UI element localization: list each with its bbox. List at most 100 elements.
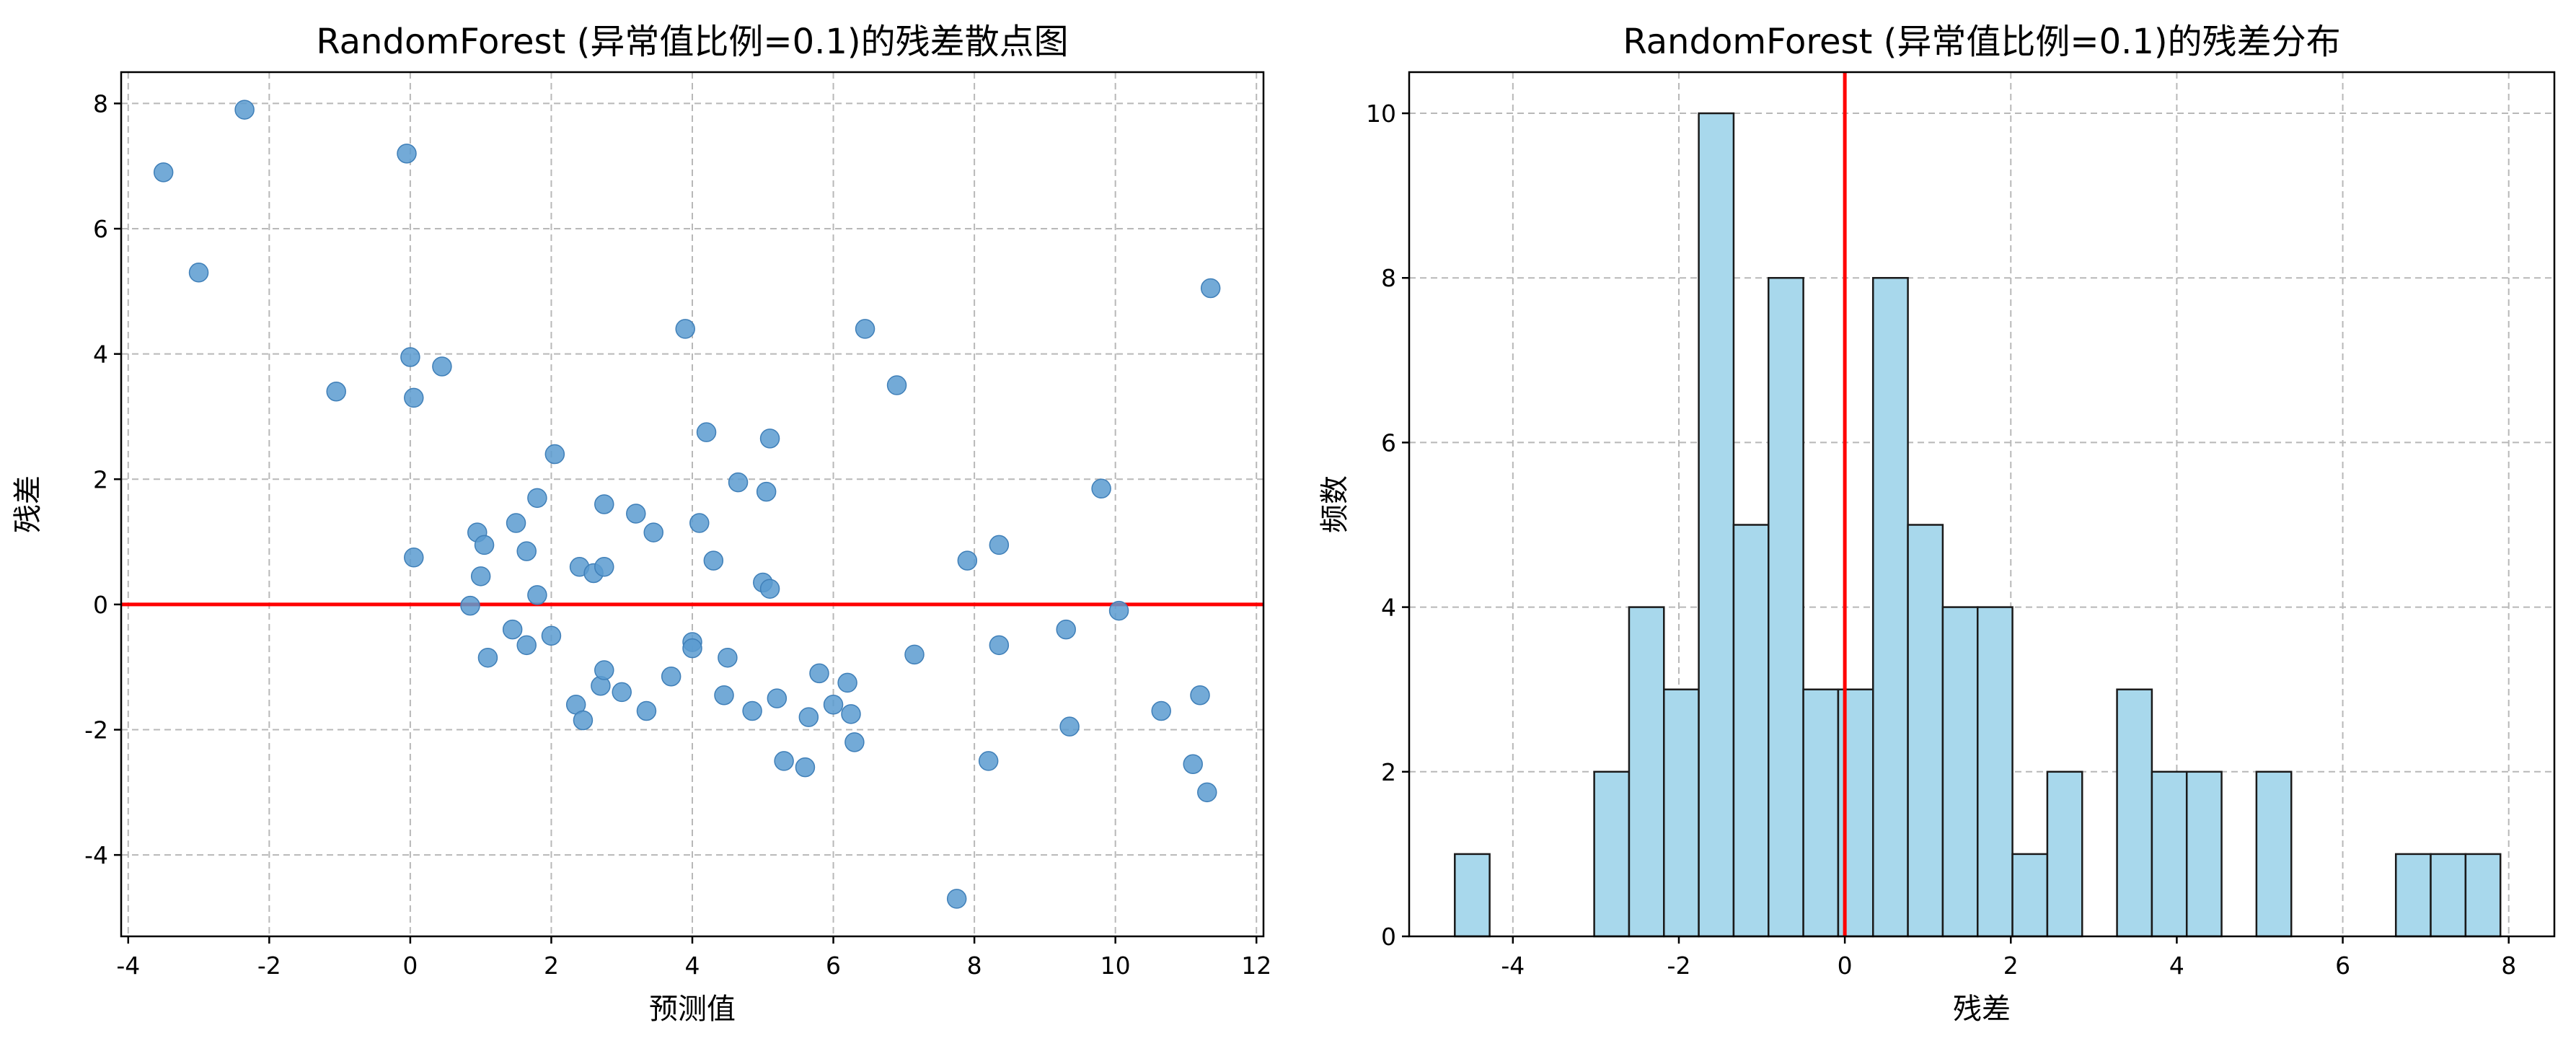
histogram-bar: [2011, 853, 2049, 938]
scatter-point: [1108, 600, 1129, 621]
histogram-x-axis-label: 残差: [1953, 993, 2011, 1026]
histogram-bar: [2116, 688, 2153, 938]
histogram-bar: [2430, 853, 2467, 938]
scatter-point: [978, 751, 999, 771]
scatter-point: [502, 619, 523, 640]
scatter-point: [516, 541, 537, 561]
scatter-point: [904, 644, 925, 665]
scatter-point: [541, 625, 562, 646]
scatter-point: [643, 522, 663, 542]
scatter-point: [957, 550, 978, 571]
y-tick-label: 8: [1381, 264, 1396, 292]
scatter-point: [594, 557, 614, 577]
histogram-panel: -4 -2 0 2 4 6 8 0 2 4 6 8 10 RandomForest (异常值比例=0.1…: [1318, 22, 2556, 1026]
scatter-point: [397, 144, 417, 164]
scatter-point: [795, 757, 816, 778]
x-tick-label: 2: [544, 952, 559, 980]
scatter-point: [989, 635, 1010, 656]
scatter-ticks: -4 -2 0 2 4 6 8 10 12 -4 -2 0 2 4 6 8: [84, 89, 1271, 980]
scatter-point: [1183, 754, 1203, 775]
scatter-axes-frame: [120, 71, 1265, 938]
scatter-point: [594, 494, 614, 514]
scatter-point: [703, 550, 724, 571]
histogram-bar: [2464, 853, 2502, 938]
scatter-point: [612, 682, 632, 703]
histogram-bar: [2046, 770, 2083, 938]
scatter-point: [989, 535, 1010, 555]
scatter-point: [326, 381, 346, 402]
histogram-bar: [2151, 770, 2188, 938]
histogram-bar: [1628, 606, 1665, 938]
scatter-point: [573, 710, 594, 731]
scatter-point: [682, 638, 702, 659]
scatter-point: [696, 422, 717, 442]
scatter-point: [1091, 478, 1111, 499]
scatter-point: [477, 647, 498, 668]
x-tick-label: 8: [2501, 952, 2516, 980]
scatter-x-axis-label: 预测值: [649, 993, 736, 1026]
y-tick-label: 8: [93, 89, 108, 118]
scatter-point: [432, 356, 452, 377]
scatter-points: [153, 100, 1221, 909]
x-tick-label: 0: [1838, 952, 1853, 980]
scatter-point: [759, 429, 780, 449]
scatter-point: [809, 663, 829, 684]
y-tick-label: 10: [1366, 100, 1396, 128]
histogram-bar: [1941, 606, 1979, 938]
scatter-point: [470, 566, 491, 586]
scatter-point: [886, 375, 907, 395]
scatter-point: [841, 704, 861, 724]
scatter-point: [188, 263, 209, 283]
scatter-point: [1190, 685, 1210, 706]
histogram-bar: [1663, 688, 1700, 938]
scatter-point: [844, 732, 865, 752]
y-tick-label: 0: [1381, 923, 1396, 951]
x-tick-label: 4: [2169, 952, 2184, 980]
scatter-point: [544, 444, 565, 465]
scatter-point: [756, 481, 777, 502]
histogram-axes-frame: [1408, 71, 2556, 938]
x-tick-label: 8: [967, 952, 982, 980]
scatter-point: [759, 579, 780, 599]
scatter-point: [718, 647, 738, 668]
y-tick-label: 2: [93, 465, 108, 493]
x-tick-label: 10: [1100, 952, 1131, 980]
scatter-point: [234, 100, 255, 120]
scatter-point: [527, 585, 547, 605]
scatter-point: [675, 319, 695, 339]
y-tick-label: 6: [1381, 429, 1396, 457]
x-tick-label: -4: [1501, 952, 1525, 980]
histogram-y-axis-label: 频数: [1318, 475, 1351, 533]
scatter-point: [837, 672, 857, 693]
y-tick-label: 2: [1381, 758, 1396, 786]
scatter-point: [1056, 619, 1076, 640]
x-tick-label: -2: [1667, 952, 1691, 980]
scatter-point: [460, 595, 480, 616]
scatter-point: [516, 635, 537, 656]
scatter-point: [636, 700, 657, 721]
scatter-point: [767, 688, 788, 708]
scatter-y-axis-label: 残差: [12, 475, 45, 533]
x-tick-label: -4: [116, 952, 140, 980]
y-tick-label: -2: [84, 716, 108, 744]
histogram-bar: [1802, 688, 1840, 938]
scatter-point: [1151, 700, 1171, 721]
histogram-title: RandomForest (异常值比例=0.1)的残差分布: [1623, 22, 2340, 62]
y-tick-label: 6: [93, 215, 108, 243]
histogram-bar: [1907, 524, 1944, 938]
scatter-point: [626, 504, 646, 524]
x-tick-label: 6: [2335, 952, 2350, 980]
scatter-grid: [121, 72, 1263, 936]
x-tick-label: 2: [2003, 952, 2019, 980]
scatter-point: [404, 548, 424, 568]
y-tick-label: 4: [1381, 594, 1396, 622]
scatter-point: [400, 347, 420, 367]
scatter-point: [506, 513, 526, 533]
y-tick-label: 0: [93, 591, 108, 619]
histogram-bar: [2185, 770, 2223, 938]
histogram-ticks: -4 -2 0 2 4 6 8 0 2 4 6 8 10: [1366, 100, 2516, 980]
scatter-point: [404, 387, 424, 408]
histogram-bar: [2394, 853, 2432, 938]
y-tick-label: 4: [93, 340, 108, 369]
scatter-point: [728, 472, 749, 493]
